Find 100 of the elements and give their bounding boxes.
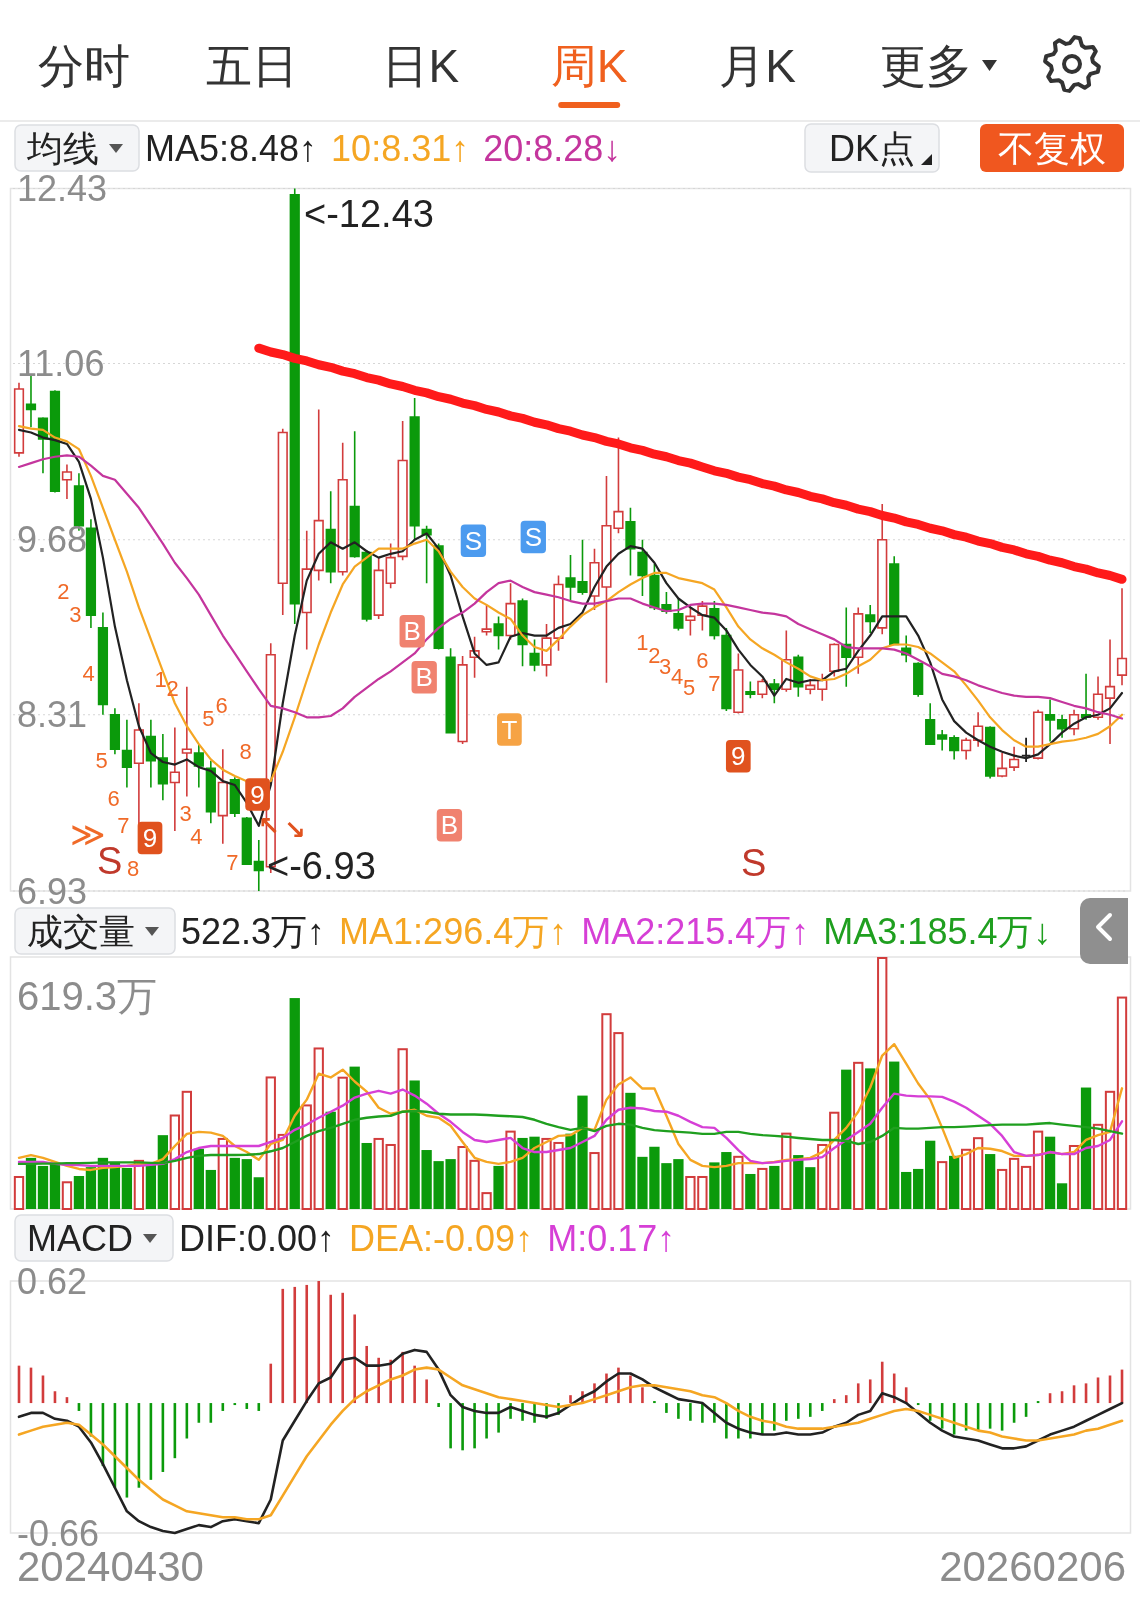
bar — [1044, 1136, 1056, 1209]
bar — [317, 1281, 321, 1404]
annotation: 619.3万 — [17, 974, 158, 1018]
annotation: 1 — [636, 630, 649, 656]
bar — [293, 1286, 297, 1404]
bar — [373, 1137, 384, 1210]
bar — [425, 1379, 428, 1404]
candlestick — [961, 736, 972, 761]
annotation: 2 — [648, 643, 661, 668]
bar — [856, 1383, 860, 1404]
candlestick — [937, 729, 948, 752]
candlestick — [169, 726, 180, 832]
annotation: 9 — [250, 779, 265, 810]
text: 五日 — [206, 40, 299, 92]
annotation: 2 — [57, 578, 70, 604]
bar — [701, 1403, 704, 1423]
candlestick — [481, 604, 492, 637]
candlestick — [949, 734, 960, 761]
annotation: <-12.43 — [304, 193, 434, 235]
header-tag: 不复权 — [980, 124, 1124, 172]
bar — [485, 1403, 488, 1439]
annotation: 3 — [69, 601, 82, 627]
bar — [1032, 1130, 1044, 1210]
candlestick — [217, 748, 228, 845]
bar — [257, 1403, 261, 1411]
candlestick — [841, 606, 852, 688]
candlestick — [13, 381, 25, 458]
y-tick-label: 8.31 — [17, 694, 88, 736]
bar — [337, 1076, 348, 1210]
bar — [901, 1171, 912, 1209]
candlestick — [889, 555, 900, 646]
annotation: B — [399, 615, 425, 648]
candlestick — [721, 627, 732, 712]
text: 10:8.31↑ — [331, 127, 470, 169]
text: MA2:215.4万↑ — [581, 910, 810, 952]
candlestick — [157, 733, 168, 802]
annotation: 5 — [683, 675, 696, 701]
candlestick — [121, 719, 133, 789]
bar — [217, 1137, 228, 1210]
candlestick — [685, 606, 696, 637]
annotation: 6 — [215, 693, 228, 719]
bar — [341, 1292, 344, 1404]
candlestick — [445, 647, 456, 734]
candlestick — [253, 839, 264, 892]
candlestick — [925, 702, 936, 745]
bar — [868, 1379, 872, 1404]
bar — [493, 1165, 504, 1209]
bar — [61, 1181, 73, 1210]
bar — [757, 1167, 768, 1210]
bar — [1116, 996, 1128, 1210]
bar — [1068, 1144, 1080, 1210]
candlestick — [493, 615, 504, 651]
bar — [37, 1165, 49, 1209]
candlestick — [277, 427, 288, 616]
bar — [229, 1157, 240, 1209]
candlestick — [385, 542, 396, 590]
chart-title: 均线 — [26, 127, 99, 169]
bar — [305, 1284, 309, 1404]
candlestick — [349, 430, 360, 559]
bar — [313, 1047, 324, 1210]
candlestick — [49, 389, 61, 494]
candlestick — [1116, 587, 1128, 687]
chart-title: 成交量 — [14, 907, 176, 955]
candlestick — [61, 463, 73, 500]
bar — [265, 1076, 276, 1210]
bar — [505, 1130, 516, 1210]
candlestick — [133, 702, 144, 826]
bar — [301, 1104, 312, 1210]
annotation: 6 — [107, 785, 120, 811]
bar — [325, 1111, 336, 1209]
bar — [281, 1288, 285, 1404]
bar — [853, 1061, 864, 1210]
candlestick — [913, 661, 924, 698]
chart-title: MACD — [27, 1217, 133, 1259]
chart-title: 均线 — [14, 124, 140, 172]
candlestick — [865, 604, 876, 634]
candlestick — [529, 638, 540, 673]
bar — [353, 1314, 356, 1404]
candlestick — [997, 752, 1008, 779]
annotation: 8 — [239, 738, 252, 764]
bar — [769, 1165, 780, 1209]
annotation: 8 — [126, 855, 140, 881]
annotation: 4 — [190, 823, 203, 849]
bar — [413, 1365, 416, 1404]
bar — [880, 1361, 884, 1404]
candlestick — [877, 503, 888, 636]
bar — [193, 1148, 204, 1209]
candlestick — [1044, 698, 1056, 743]
bar — [473, 1403, 476, 1449]
bar — [960, 1148, 972, 1210]
annotation: M:0.17↑ — [547, 1217, 676, 1259]
bar — [820, 1403, 824, 1411]
candlestick — [829, 642, 840, 678]
candlestick — [325, 490, 336, 584]
annotation: 1 — [154, 667, 167, 693]
bar — [13, 1175, 25, 1210]
bar — [745, 1173, 756, 1209]
annotation: B — [411, 660, 437, 694]
candlestick — [817, 673, 828, 702]
bar — [205, 1169, 216, 1209]
